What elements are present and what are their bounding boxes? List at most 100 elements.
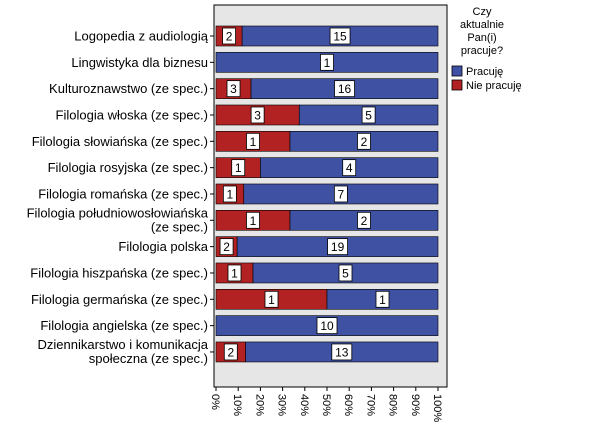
data-label-nie-pracuje-filologia-hiszpanska-ze-spec: 1 <box>227 264 242 282</box>
data-label-box <box>327 238 348 256</box>
data-label-pracuje-logopedia-z-audiologia: 15 <box>329 27 351 45</box>
data-label-text: 2 <box>361 214 368 228</box>
data-label-box <box>246 211 260 229</box>
data-label-box <box>223 343 238 361</box>
category-label-filologia-po-udniowos-owianska-ze-spec: Filologia południowosłowiańska (ze spec.) <box>27 205 209 234</box>
data-label-box <box>342 159 357 177</box>
data-label-text: 1 <box>231 266 238 280</box>
legend-swatch-pracuje <box>451 65 463 77</box>
data-label-text: 10 <box>320 319 334 333</box>
data-label-box <box>264 290 279 308</box>
data-label-nie-pracuje-filologia-w-oska-ze-spec: 3 <box>250 106 265 124</box>
data-label-text: 2 <box>227 345 234 359</box>
data-label-text: 1 <box>379 293 386 307</box>
data-label-box <box>375 290 390 308</box>
data-label-box <box>227 264 242 282</box>
x-tick-label-6: 60% <box>342 394 354 416</box>
data-label-text: 19 <box>331 240 345 254</box>
data-label-nie-pracuje-logopedia-z-audiologia: 2 <box>222 27 236 45</box>
data-label-box <box>333 185 348 203</box>
legend-title-line-4: pracuje? <box>461 45 503 57</box>
data-label-text: 5 <box>342 266 349 280</box>
legend-title-line-3: Pan(i) <box>467 32 496 44</box>
legend: Czy aktualnie Pan(i) pracuje? Pracuję Ni… <box>451 6 522 92</box>
data-label-pracuje-lingwistyka-dla-biznesu: 1 <box>320 53 334 71</box>
category-label-filologia-angielska-ze-spec: Filologia angielska (ze spec.) <box>40 318 208 333</box>
data-label-text: 5 <box>365 108 372 122</box>
category-labels: Logopedia z audiologią Lingwistyka dla bi… <box>27 29 214 366</box>
x-tick-label-4: 40% <box>298 394 310 416</box>
data-label-pracuje-filologia-rosyjska-ze-spec: 4 <box>342 159 357 177</box>
category-label-filologia-polska: Filologia polska <box>118 239 208 254</box>
data-label-box <box>219 238 234 256</box>
data-label-box <box>361 106 376 124</box>
legend-title-line-2: aktualnie <box>460 19 504 31</box>
data-label-text: 13 <box>335 345 349 359</box>
data-label-text: 2 <box>223 240 230 254</box>
data-label-pracuje-filologia-po-udniowos-owianska-ze-spec: 2 <box>357 211 371 229</box>
legend-title-line-1: Czy <box>473 6 492 18</box>
data-label-nie-pracuje-filologia-rosyjska-ze-spec: 1 <box>231 159 246 177</box>
x-tick-label-0: 0% <box>209 394 221 410</box>
data-label-text: 3 <box>230 82 237 96</box>
data-label-pracuje-filologia-hiszpanska-ze-spec: 5 <box>338 264 353 282</box>
data-label-pracuje-filologia-romanska-ze-spec: 7 <box>333 185 348 203</box>
category-label-filologia-hiszpanska-ze-spec: Filologia hiszpańska (ze spec.) <box>30 265 208 280</box>
data-label-nie-pracuje-filologia-polska: 2 <box>219 238 234 256</box>
data-label-box <box>320 53 334 71</box>
x-tick-label-10: 100% <box>431 394 443 422</box>
category-label-filologia-romanska-ze-spec: Filologia romańska (ze spec.) <box>38 186 208 201</box>
data-label-text: 7 <box>338 187 345 201</box>
x-tick-label-8: 80% <box>387 394 399 416</box>
data-label-box <box>331 343 353 361</box>
x-tick-label-1: 10% <box>231 394 243 416</box>
data-label-text: 16 <box>338 82 352 96</box>
data-label-text: 1 <box>227 187 234 201</box>
data-label-box <box>357 132 371 150</box>
data-label-text: 1 <box>250 135 257 149</box>
x-axis-ticks: 0% 10% 20% 30% 40% 50% 60% 70% 80% 90% 100% <box>209 387 443 422</box>
data-label-pracuje-kulturoznawstwo-ze-spec: 16 <box>334 80 355 98</box>
legend-swatch-nie-pracuje <box>451 79 463 91</box>
legend-label-nie-pracuje: Nie pracuję <box>466 80 522 92</box>
category-label-filologia-rosyjska-ze-spec: Filologia rosyjska (ze spec.) <box>48 160 208 175</box>
data-label-pracuje-filologia-polska: 19 <box>327 238 348 256</box>
data-label-nie-pracuje-filologia-po-udniowos-owianska-ze-spec: 1 <box>246 211 260 229</box>
x-tick-label-9: 90% <box>409 394 421 416</box>
data-label-box <box>222 185 237 203</box>
data-label-text: 1 <box>324 56 331 70</box>
data-label-nie-pracuje-filologia-s-owianska-ze-spec: 1 <box>246 132 260 150</box>
data-label-box <box>226 80 241 98</box>
data-label-pracuje-filologia-s-owianska-ze-spec: 2 <box>357 132 371 150</box>
category-label-filologia-w-oska-ze-spec: Filologia włoska (ze spec.) <box>56 107 208 122</box>
data-label-text: 2 <box>226 30 233 44</box>
data-label-nie-pracuje-filologia-germanska-ze-spec: 1 <box>264 290 279 308</box>
category-label-dziennikarstwo-i-komunikacja-spo-eczna-ze-spec: Dziennikarstwo i komunikacja społeczna (z… <box>37 337 208 366</box>
data-label-text: 4 <box>346 161 353 175</box>
data-label-box <box>250 106 265 124</box>
data-label-text: 2 <box>361 135 368 149</box>
data-label-box <box>246 132 260 150</box>
data-label-box <box>222 27 236 45</box>
x-tick-label-3: 30% <box>276 394 288 416</box>
data-label-pracuje-filologia-w-oska-ze-spec: 5 <box>361 106 376 124</box>
data-label-text: 1 <box>268 293 275 307</box>
category-label-logopedia-z-audiologia: Logopedia z audiologią <box>74 29 208 44</box>
category-label-kulturoznawstwo-ze-spec: Kulturoznawstwo (ze spec.) <box>49 81 208 96</box>
data-label-box <box>316 317 338 335</box>
legend-label-pracuje: Pracuję <box>466 66 503 78</box>
data-label-box <box>338 264 353 282</box>
category-label-filologia-s-owianska-ze-spec: Filologia słowiańska (ze spec.) <box>32 134 208 149</box>
data-label-box <box>329 27 351 45</box>
bars <box>215 25 439 363</box>
data-label-text: 15 <box>333 30 347 44</box>
data-label-pracuje-dziennikarstwo-i-komunikacja-spo-eczna-ze-spec: 13 <box>331 343 353 361</box>
data-label-nie-pracuje-dziennikarstwo-i-komunikacja-spo-eczna-ze-spec: 2 <box>223 343 238 361</box>
data-label-box <box>231 159 246 177</box>
data-label-pracuje-filologia-germanska-ze-spec: 1 <box>375 290 390 308</box>
data-label-nie-pracuje-filologia-romanska-ze-spec: 1 <box>222 185 237 203</box>
data-label-text: 1 <box>250 214 257 228</box>
x-tick-label-5: 50% <box>320 394 332 416</box>
